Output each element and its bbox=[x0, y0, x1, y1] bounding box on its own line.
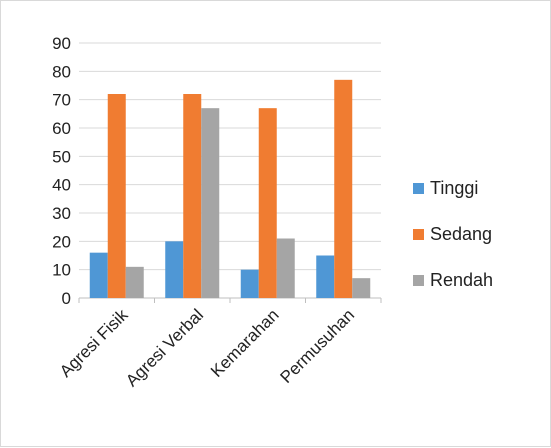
legend-label-tinggi: Tinggi bbox=[430, 178, 478, 198]
bar-sedang bbox=[183, 94, 202, 298]
y-tick-label: 60 bbox=[52, 119, 71, 138]
bar-rendah bbox=[352, 278, 371, 298]
bar-tinggi bbox=[89, 252, 108, 298]
category-label: Permusuhan bbox=[276, 305, 358, 387]
y-tick-label: 40 bbox=[52, 176, 71, 195]
bar-tinggi bbox=[240, 269, 259, 298]
category-label: Agresi Verbal bbox=[122, 305, 207, 390]
bar-tinggi bbox=[165, 241, 184, 298]
bar-sedang bbox=[107, 94, 126, 298]
y-tick-label: 70 bbox=[52, 91, 71, 110]
y-tick-labels: 0 10 20 30 40 50 60 70 80 90 bbox=[52, 34, 71, 308]
legend-label-sedang: Sedang bbox=[430, 224, 492, 244]
legend-swatch-tinggi bbox=[413, 183, 424, 194]
bar-tinggi bbox=[316, 255, 335, 298]
legend: Tinggi Sedang Rendah bbox=[413, 178, 493, 290]
y-tick-label: 80 bbox=[52, 62, 71, 81]
legend-swatch-sedang bbox=[413, 229, 424, 240]
bars bbox=[89, 79, 371, 299]
y-tick-label: 0 bbox=[62, 289, 71, 308]
legend-label-rendah: Rendah bbox=[430, 270, 493, 290]
y-tick-label: 10 bbox=[52, 261, 71, 280]
y-tick-label: 20 bbox=[52, 232, 71, 251]
y-tick-label: 30 bbox=[52, 204, 71, 223]
bar-rendah bbox=[276, 238, 295, 298]
y-tick-label: 90 bbox=[52, 34, 71, 53]
axes bbox=[78, 297, 382, 303]
bar-sedang bbox=[334, 79, 353, 298]
category-label: Kemarahan bbox=[207, 305, 283, 381]
y-tick-label: 50 bbox=[52, 147, 71, 166]
legend-swatch-rendah bbox=[413, 275, 424, 286]
bar-sedang bbox=[258, 108, 277, 299]
gridlines bbox=[79, 42, 381, 271]
bar-rendah bbox=[125, 266, 144, 298]
bar-rendah bbox=[201, 108, 220, 299]
category-label: Agresi Fisik bbox=[56, 305, 132, 381]
